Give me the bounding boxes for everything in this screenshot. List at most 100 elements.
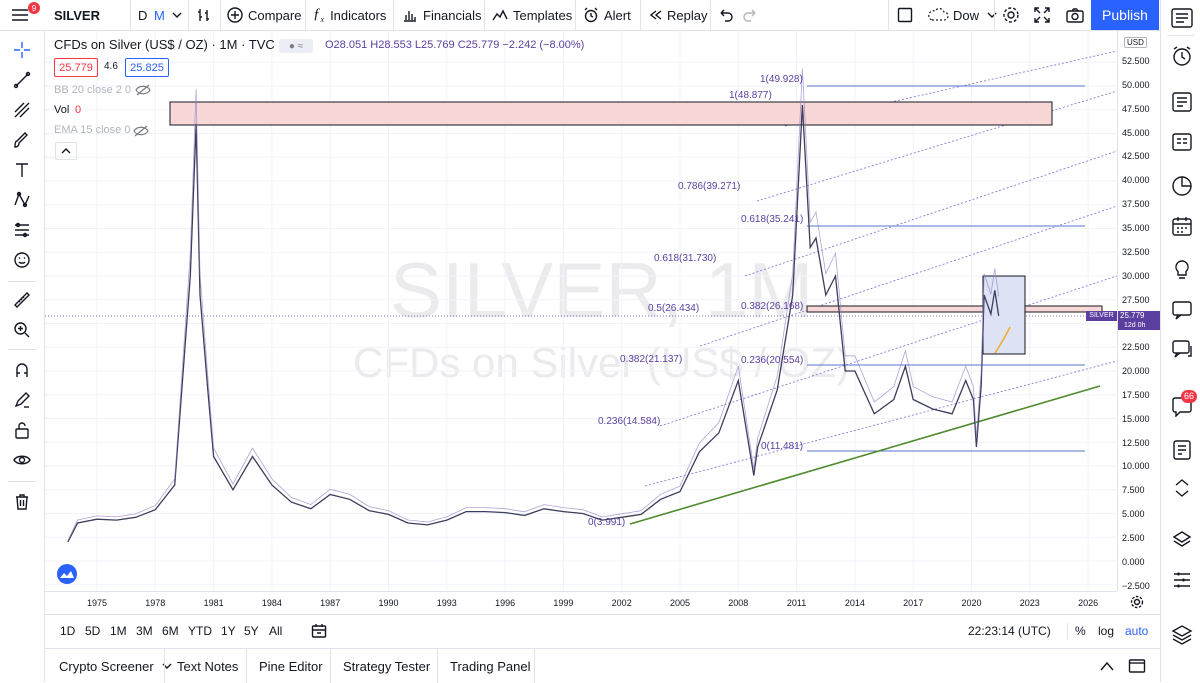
spread-value: 4.6 — [104, 61, 118, 72]
templates-label: Templates — [513, 7, 573, 23]
clock-timezone[interactable]: 22:23:14 (UTC) — [968, 624, 1051, 638]
alerts-clock-icon[interactable] — [1170, 44, 1194, 68]
range-button-6m[interactable]: 6M — [162, 624, 179, 638]
time-axis[interactable]: 1975 1978 1981 1984 1987 1990 1993 1996 1999 2002… — [45, 591, 1117, 614]
trend-line-icon[interactable] — [11, 69, 33, 91]
range-button-5d[interactable]: 5D — [85, 624, 101, 638]
market-status-icon[interactable]: ● ≈ — [279, 39, 313, 53]
collapse-legend-chevron-up-icon[interactable] — [55, 142, 77, 160]
price-tick-label: 35.000 — [1122, 222, 1150, 233]
fullscreen-icon[interactable] — [1034, 0, 1050, 30]
hotlists-pie-icon[interactable] — [1170, 174, 1194, 198]
watchlist-icon[interactable] — [1170, 6, 1194, 30]
templates-button[interactable]: Templates — [492, 0, 572, 30]
publish-button[interactable]: Publish — [1091, 0, 1159, 30]
chevron-up-icon[interactable] — [1099, 659, 1115, 677]
calendar-icon[interactable] — [1170, 214, 1194, 238]
bottom-panel-tabs: Crypto Screener Text Notes Pine Editor S… — [45, 648, 1160, 683]
tradingview-logo-icon[interactable] — [56, 563, 78, 590]
ema-hidden-eye-icon[interactable] — [133, 124, 149, 142]
replay-button[interactable]: Replay — [649, 0, 707, 30]
symbol-search[interactable]: SILVER — [54, 7, 100, 23]
range-button-1y[interactable]: 1Y — [221, 624, 236, 638]
chats-icon[interactable] — [1170, 338, 1194, 362]
data-window-icon[interactable] — [1170, 130, 1194, 154]
time-tick-label: 1987 — [320, 598, 341, 608]
chart-settings-gear-icon[interactable] — [1130, 595, 1144, 614]
ruler-icon[interactable] — [11, 289, 33, 311]
undo-icon[interactable] — [718, 0, 734, 30]
time-tick-label: 2026 — [1078, 598, 1099, 608]
dom-icon[interactable] — [1170, 476, 1194, 500]
tab-strategy-tester[interactable]: Strategy Tester — [343, 658, 431, 674]
time-tick-label: 2002 — [611, 598, 632, 608]
range-button-5y[interactable]: 5Y — [244, 624, 259, 638]
trash-icon[interactable] — [11, 491, 33, 513]
range-button-3m[interactable]: 3M — [136, 624, 153, 638]
tab-pine-editor[interactable]: Pine Editor — [259, 658, 323, 674]
bar-style-icon[interactable] — [196, 0, 212, 30]
indicators-button[interactable]: ƒx Indicators — [313, 0, 386, 30]
interval-m-button[interactable]: M — [154, 7, 165, 23]
interval-d-button[interactable]: D — [138, 7, 148, 23]
time-tick-label: 1999 — [553, 598, 574, 608]
zoom-in-icon[interactable] — [11, 319, 33, 341]
camera-snapshot-icon[interactable] — [1066, 0, 1084, 30]
alert-button[interactable]: Alert — [583, 0, 631, 30]
stay-in-drawing-icon[interactable] — [11, 389, 33, 411]
range-button-ytd[interactable]: YTD — [188, 624, 212, 638]
magnet-icon[interactable] — [11, 359, 33, 381]
crosshair-icon[interactable] — [11, 39, 33, 61]
function-icon: ƒx — [313, 6, 325, 24]
price-axis[interactable]: USD 52.500 50.000 47.500 45.000 42.500 40.000… — [1117, 31, 1161, 591]
ideas-lightbulb-icon[interactable] — [1170, 258, 1194, 282]
brush-icon[interactable] — [11, 129, 33, 151]
news-icon[interactable] — [1170, 90, 1194, 114]
eye-icon[interactable] — [11, 449, 33, 471]
tab-trading-panel[interactable]: Trading Panel — [450, 658, 531, 674]
smiley-icon[interactable] — [11, 249, 33, 271]
object-tree-icon[interactable] — [1170, 528, 1194, 552]
lock-icon[interactable] — [11, 419, 33, 441]
ask-price-button[interactable]: 25.825 — [125, 58, 169, 77]
vol-indicator-value: 0 — [75, 104, 82, 116]
chart-pane[interactable]: SILVER, 1M CFDs on Silver (US$ / OZ) CFD… — [45, 31, 1117, 591]
financials-button[interactable]: Financials — [402, 0, 482, 30]
fib-tools-icon[interactable] — [11, 99, 33, 121]
auto-scale-toggle[interactable]: auto — [1125, 624, 1149, 638]
layout-cloud-button[interactable]: Dow — [927, 0, 997, 30]
currency-label[interactable]: USD — [1124, 37, 1147, 48]
prediction-tool-icon[interactable] — [11, 219, 33, 241]
time-tick-label: 2005 — [669, 598, 691, 608]
ema-indicator-label: EMA 15 close 0 — [54, 124, 131, 136]
order-panel-icon[interactable] — [1170, 438, 1194, 462]
screener-icon[interactable] — [1170, 568, 1194, 592]
range-button-1d[interactable]: 1D — [60, 624, 76, 638]
chart-canvas[interactable] — [45, 31, 1117, 591]
tab-text-notes[interactable]: Text Notes — [177, 658, 239, 674]
compare-button[interactable]: Compare — [226, 0, 301, 30]
menu-icon[interactable] — [10, 0, 30, 30]
percent-scale-toggle[interactable]: % — [1075, 624, 1086, 638]
tab-crypto-screener[interactable]: Crypto Screener — [59, 649, 172, 683]
consolidation-box — [982, 275, 1026, 355]
select-layout-icon[interactable] — [897, 0, 913, 30]
pattern-tool-icon[interactable] — [11, 189, 33, 211]
bb-hidden-eye-icon[interactable] — [135, 83, 151, 101]
range-button-1m[interactable]: 1M — [110, 624, 127, 638]
text-tool-icon[interactable] — [11, 159, 33, 181]
log-scale-toggle[interactable]: log — [1098, 624, 1115, 638]
date-range-icon[interactable] — [311, 623, 327, 644]
settings-gear-icon[interactable] — [1002, 0, 1020, 30]
time-tick-label: 1978 — [145, 598, 166, 608]
layers-icon[interactable] — [1170, 622, 1194, 646]
maximize-panel-icon[interactable] — [1128, 658, 1146, 679]
ema-curve — [994, 326, 1011, 354]
range-button-all[interactable]: All — [269, 624, 283, 638]
price-tick-label: 40.000 — [1122, 175, 1150, 186]
streams-icon[interactable] — [1170, 298, 1194, 322]
fib-channel-line — [659, 275, 1117, 427]
interval-dropdown-chevron-icon[interactable] — [172, 0, 182, 30]
redo-icon[interactable] — [742, 0, 758, 30]
bid-price-button[interactable]: 25.779 — [54, 58, 98, 77]
